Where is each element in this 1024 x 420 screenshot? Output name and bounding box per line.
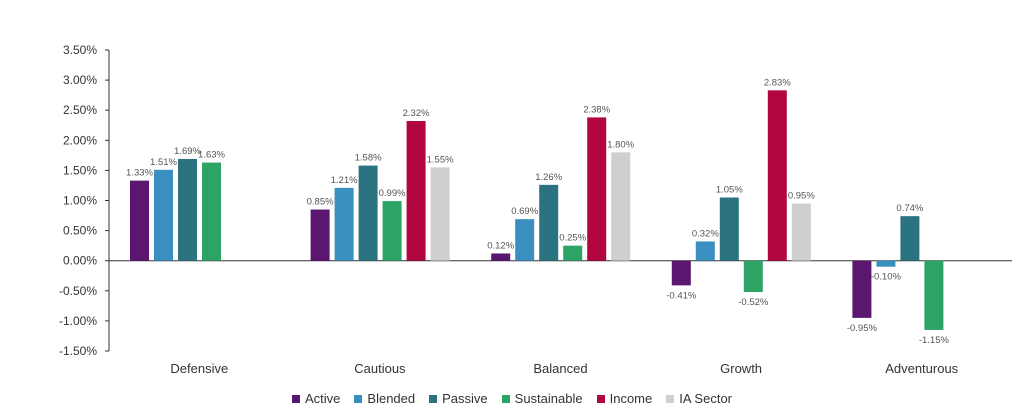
bar-ia-sector-balanced <box>611 152 631 261</box>
legend-item-blended: Blended <box>354 391 415 406</box>
bar-passive-adventurous <box>900 216 920 261</box>
data-label-blended-cautious: 1.21% <box>331 175 358 186</box>
category-label-defensive: Defensive <box>170 361 228 376</box>
category-label-adventurous: Adventurous <box>885 361 958 376</box>
bar-sustainable-adventurous <box>924 260 944 330</box>
bar-income-balanced <box>587 117 607 261</box>
data-label-passive-defensive: 1.69% <box>174 146 201 157</box>
data-label-active-adventurous: -0.95% <box>847 323 878 334</box>
data-label-sustainable-cautious: 0.99% <box>379 188 406 199</box>
y-tick-label: 2.00% <box>63 133 97 147</box>
data-label-active-cautious: 0.85% <box>307 197 334 208</box>
category-label-cautious: Cautious <box>354 361 406 376</box>
legend-label-active: Active <box>305 391 341 406</box>
bar-sustainable-defensive <box>202 162 221 261</box>
bar-blended-cautious <box>334 187 354 261</box>
legend-swatch-blended <box>354 394 363 403</box>
legend-swatch-active <box>292 394 300 403</box>
legend-item-active: Active <box>292 391 340 406</box>
legend-label-income: Income <box>609 391 653 406</box>
data-label-income-growth: 2.83% <box>764 77 791 88</box>
y-tick-label: -0.50% <box>59 284 97 298</box>
data-label-sustainable-balanced: 0.25% <box>559 233 586 244</box>
y-tick-label: 3.00% <box>63 73 97 87</box>
legend-swatch-ia-sector <box>666 394 675 403</box>
bar-passive-cautious <box>358 165 378 261</box>
y-tick-label: -1.50% <box>59 344 97 358</box>
bar-income-growth <box>767 90 787 261</box>
bar-blended-growth <box>695 241 715 261</box>
data-label-income-balanced: 2.38% <box>583 104 610 115</box>
y-tick-label: 2.50% <box>63 103 97 117</box>
legend-label-sustainable: Sustainable <box>514 391 583 406</box>
y-tick-label: -1.00% <box>59 314 97 328</box>
y-tick-label: 1.00% <box>63 194 97 208</box>
y-tick-label: 0.50% <box>63 224 97 238</box>
bar-sustainable-cautious <box>382 201 402 261</box>
legend-label-ia-sector: IA Sector <box>679 391 732 406</box>
data-label-ia-sector-cautious: 1.55% <box>427 154 454 165</box>
bar-sustainable-balanced <box>563 245 583 261</box>
legend-item-ia-sector: IA Sector <box>666 391 732 406</box>
legend-swatch-sustainable <box>501 394 510 403</box>
y-tick-label: 1.50% <box>63 163 97 177</box>
bar-ia-sector-growth <box>791 203 811 261</box>
data-label-income-cautious: 2.32% <box>403 108 430 119</box>
category-label-balanced: Balanced <box>533 361 587 376</box>
y-tick-label: 0.00% <box>63 254 97 268</box>
data-label-active-balanced: 0.12% <box>487 240 514 251</box>
bar-active-cautious <box>310 209 330 261</box>
data-label-passive-adventurous: 0.74% <box>896 203 923 214</box>
bar-passive-defensive <box>178 158 197 261</box>
data-label-passive-balanced: 1.26% <box>535 172 562 183</box>
data-label-blended-adventurous: -0.10% <box>871 272 902 283</box>
legend-swatch-income <box>596 394 605 403</box>
bar-active-growth <box>671 260 691 286</box>
data-label-passive-growth: 1.05% <box>716 184 743 195</box>
legend-item-sustainable: Sustainable <box>501 391 583 406</box>
data-label-ia-sector-balanced: 1.80% <box>607 139 634 150</box>
bar-active-adventurous <box>852 260 872 318</box>
data-label-sustainable-adventurous: -1.15% <box>919 335 950 346</box>
bar-income-cautious <box>406 121 426 261</box>
data-label-blended-defensive: 1.51% <box>150 157 177 168</box>
bar-blended-balanced <box>515 219 535 261</box>
data-label-blended-balanced: 0.69% <box>511 206 538 217</box>
y-tick-label: 3.50% <box>63 43 97 57</box>
data-label-sustainable-growth: -0.52% <box>738 297 769 308</box>
legend-label-blended: Blended <box>367 391 416 406</box>
bar-active-balanced <box>491 253 511 261</box>
bar-blended-defensive <box>154 169 173 261</box>
legend-label-passive: Passive <box>442 391 488 406</box>
data-label-blended-growth: 0.32% <box>692 228 719 239</box>
legend-item-income: Income <box>596 391 653 406</box>
legend-swatch-passive <box>429 394 438 403</box>
bar-passive-growth <box>719 197 739 261</box>
bar-sustainable-growth <box>743 260 763 293</box>
legend-item-passive: Passive <box>429 391 488 406</box>
bar-passive-balanced <box>539 184 559 261</box>
bar-blended-adventurous <box>876 260 896 267</box>
data-label-ia-sector-growth: 0.95% <box>788 191 815 202</box>
data-label-active-defensive: 1.33% <box>126 168 153 179</box>
bar-active-defensive <box>130 180 149 261</box>
data-label-passive-cautious: 1.58% <box>355 153 382 164</box>
data-label-active-growth: -0.41% <box>666 290 697 301</box>
bar-ia-sector-cautious <box>430 167 450 261</box>
data-label-sustainable-defensive: 1.63% <box>198 150 225 161</box>
bar-chart: 3.50% 3.00% 2.50% 2.00% 1.50% 1.00% 0.50% 0.00%… <box>59 43 1012 376</box>
category-label-growth: Growth <box>720 361 762 376</box>
legend: Active Blended Passive Sustainable Incom… <box>0 391 1024 406</box>
